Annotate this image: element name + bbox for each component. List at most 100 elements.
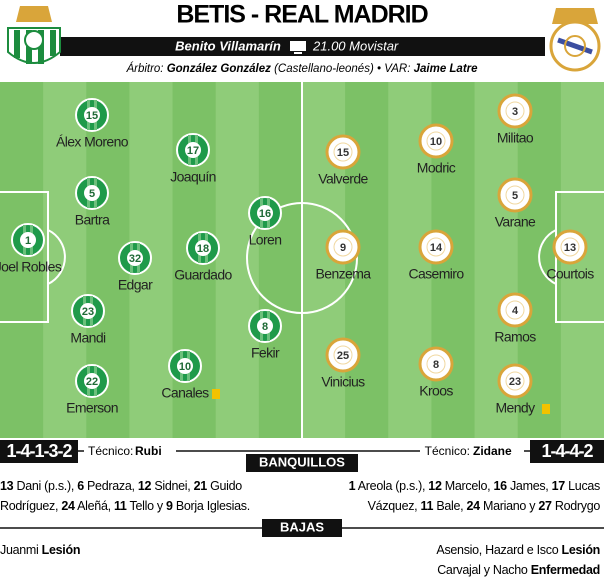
officials: Árbitro: González González (Castellano-l… [125, 62, 478, 75]
player-number: 25 [337, 350, 349, 362]
number-disc [84, 107, 100, 123]
player-number: 15 [337, 147, 349, 159]
player: 3 Militao [497, 93, 535, 146]
number-disc [505, 101, 525, 121]
player-name: Courtois [546, 266, 594, 282]
text-segment: Pedraza, [84, 479, 138, 493]
player-name: Benzema [316, 266, 372, 282]
player: 15 Álex Moreno [56, 98, 129, 150]
text-segment: Juanmi [0, 543, 42, 557]
broadcast: 21.00 Movistar [312, 38, 399, 53]
player: 5 Varane [495, 177, 537, 230]
away-coach: Zidane [473, 444, 512, 458]
number-disc [426, 131, 446, 151]
text-line: 13 Dani (p.s.), 6 Pedraza, 12 Sidnei, 21… [0, 479, 242, 493]
player-number: 13 [564, 242, 576, 254]
text-segment: 13 [0, 479, 14, 493]
text-segment: Aleñá, [75, 499, 114, 513]
coach-bg [84, 442, 176, 462]
player-name: Guardado [174, 267, 232, 283]
absences-title-box [262, 519, 342, 537]
player-number: 15 [86, 110, 98, 122]
text-segment: Rodrygo [552, 499, 601, 513]
player-number: 5 [512, 190, 518, 202]
player-number: 10 [430, 136, 442, 148]
player-name: Militao [497, 130, 534, 146]
player-number: 3 [512, 106, 518, 118]
text-segment: 12 [428, 479, 442, 493]
text-segment: Borja Iglesias. [173, 499, 250, 513]
number-disc [84, 373, 100, 389]
player-number: 32 [129, 253, 141, 265]
text-segment: 12 [138, 479, 152, 493]
text-line: Vázquez, 11 Bale, 24 Mariano y 27 Rodryg… [368, 499, 601, 513]
number-disc [333, 237, 353, 257]
player: 25 Vinicius [321, 337, 366, 390]
player: 22 Emerson [66, 364, 119, 416]
text-segment: 1 [349, 479, 356, 493]
text-segment: 24 [61, 499, 75, 513]
number-disc [257, 318, 273, 334]
number-disc [84, 185, 100, 201]
player-name: Fekir [251, 345, 280, 361]
text-line: Asensio, Hazard e Isco Lesión [436, 543, 600, 557]
text-segment: Rodríguez, [0, 499, 61, 513]
text-line: 1 Areola (p.s.), 12 Marcelo, 16 James, 1… [349, 479, 600, 493]
player-number: 10 [179, 361, 191, 373]
penalty-arc [47, 229, 66, 285]
pitch-stripe [0, 82, 44, 438]
away-formation: 1-4-4-2 [541, 441, 593, 461]
penalty-box [0, 191, 49, 323]
player-number: 5 [89, 188, 95, 200]
player-number: 4 [512, 305, 519, 317]
number-disc [80, 303, 96, 319]
player: 32 Edgar [118, 241, 154, 293]
player: 9 Benzema [316, 229, 372, 282]
text-line: Carvajal y Nacho Enfermedad [437, 563, 600, 577]
text-segment: 27 [538, 499, 552, 513]
text-segment: 21 [194, 479, 208, 493]
number-disc [333, 142, 353, 162]
text-segment: Enfermedad [531, 563, 600, 577]
player: 8 Kroos [418, 346, 454, 399]
player: 23 Mendy [495, 363, 550, 416]
text-segment: (Castellano-leonés) • VAR: [271, 63, 414, 75]
home-coach-label: Técnico: [88, 444, 133, 458]
number-disc [177, 358, 193, 374]
text-line: Rodríguez, 24 Aleñá, 11 Tello y 9 Borja … [0, 499, 250, 513]
yellow-card [212, 389, 220, 399]
text-segment: Mariano y [480, 499, 539, 513]
number-disc [333, 345, 353, 365]
number-disc [127, 250, 143, 266]
text-segment: Árbitro: [125, 62, 166, 75]
player-number: 23 [82, 306, 94, 318]
text-segment: Lucas [565, 479, 600, 493]
player: 13 Courtois [546, 229, 595, 282]
player-number: 22 [86, 376, 98, 388]
bench-title: BANQUILLOS [259, 454, 345, 469]
number-disc [195, 240, 211, 256]
player-number: 23 [509, 376, 521, 388]
player: 18 Guardado [174, 231, 233, 283]
text-segment: 11 [114, 499, 127, 513]
player: 4 Ramos [494, 292, 537, 345]
betis-crest [7, 6, 61, 64]
player-name: Canales [161, 385, 209, 401]
venue: Benito Villamarín [175, 38, 281, 53]
player-name: Emerson [66, 400, 118, 416]
player-name: Edgar [118, 277, 153, 293]
number-disc [426, 237, 446, 257]
number-disc [505, 185, 525, 205]
text-segment: Tello y [127, 499, 166, 513]
pitch-stripe [258, 82, 303, 438]
player-number: 14 [430, 242, 443, 254]
text-segment: Guido [207, 479, 242, 493]
center-circle [246, 202, 358, 314]
text-segment: 24 [467, 499, 481, 513]
text-segment: González González [167, 63, 271, 75]
player-name: Joel Robles [0, 259, 62, 275]
player-name: Álex Moreno [56, 134, 129, 150]
text-line: Juanmi Lesión [0, 543, 80, 557]
player-number: 1 [25, 235, 31, 247]
